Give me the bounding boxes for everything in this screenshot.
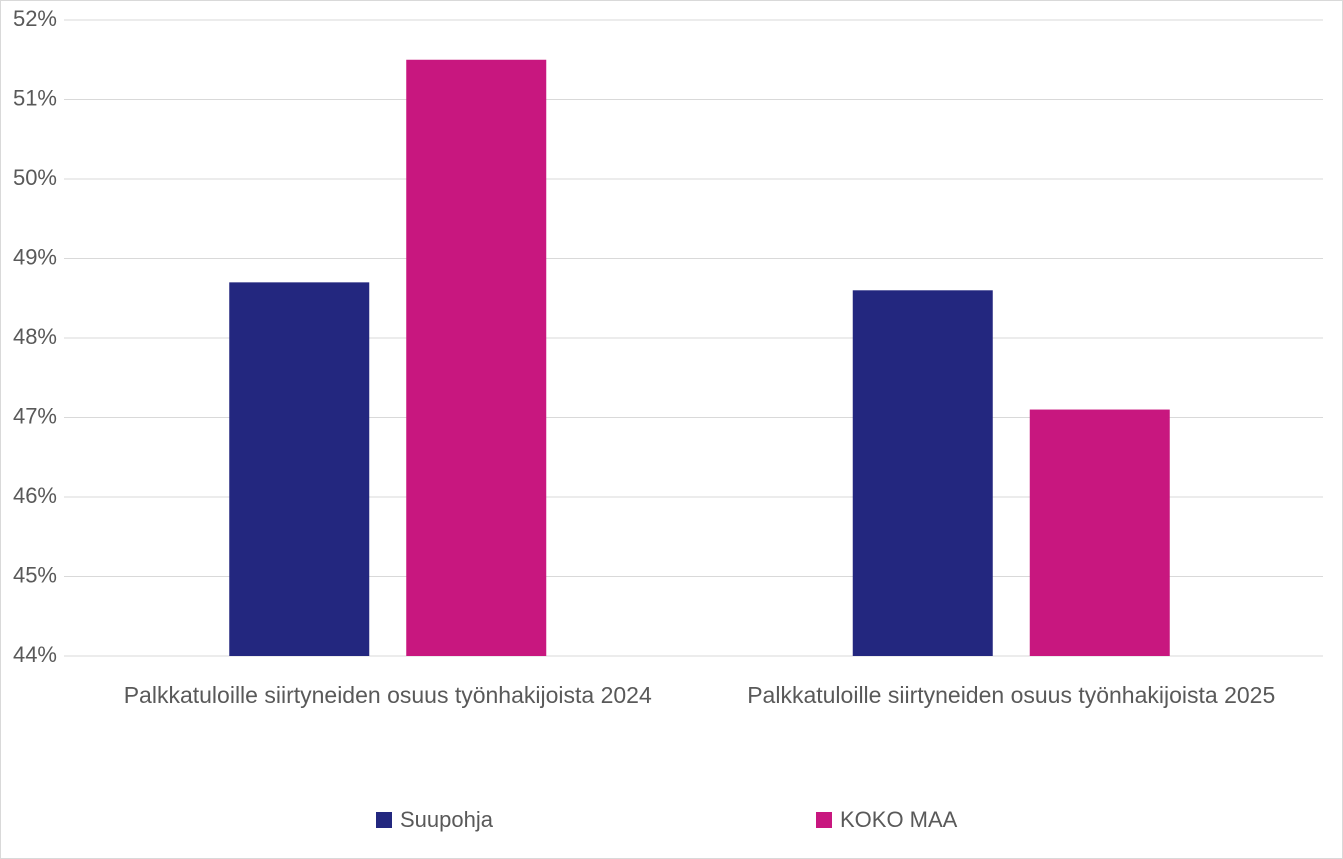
bar: [229, 282, 370, 656]
y-tick-label: 45%: [13, 562, 57, 587]
y-tick-label: 51%: [13, 85, 57, 110]
x-tick-label: Palkkatuloille siirtyneiden osuus työnha…: [123, 682, 652, 708]
y-tick-label: 50%: [13, 165, 57, 190]
y-tick-label: 46%: [13, 483, 57, 508]
legend-label: KOKO MAA: [840, 807, 958, 832]
y-tick-label: 44%: [13, 642, 57, 667]
y-tick-label: 52%: [13, 6, 57, 31]
legend-swatch: [816, 812, 832, 828]
y-tick-label: 48%: [13, 324, 57, 349]
bar: [1029, 409, 1170, 656]
bar: [852, 290, 993, 656]
legend-label: Suupohja: [400, 807, 494, 832]
y-tick-label: 49%: [13, 244, 57, 269]
y-tick-label: 47%: [13, 403, 57, 428]
x-tick-label: Palkkatuloille siirtyneiden osuus työnha…: [747, 682, 1276, 708]
legend-swatch: [376, 812, 392, 828]
bar: [406, 59, 547, 656]
